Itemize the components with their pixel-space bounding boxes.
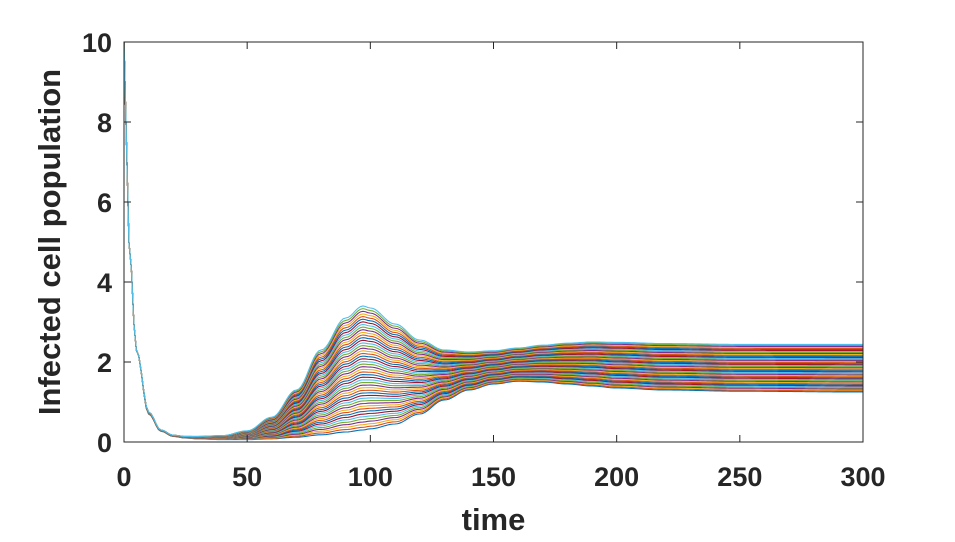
series-line (124, 42, 863, 437)
y-axis-title: Infected cell population (32, 69, 67, 415)
y-tick-label: 8 (97, 108, 112, 138)
y-tick-label: 0 (97, 428, 112, 458)
x-tick-labels: 0 50 100 150 200 250 300 (116, 462, 885, 492)
x-tick-label: 150 (471, 462, 516, 492)
x-tick-label: 300 (840, 462, 885, 492)
x-tick-label: 50 (232, 462, 262, 492)
x-tick-label: 250 (717, 462, 762, 492)
y-tick-label: 2 (97, 348, 112, 378)
y-tick-label: 4 (97, 268, 112, 298)
axis-ticks (123, 41, 864, 443)
y-tick-label: 6 (97, 188, 112, 218)
x-tick-label: 200 (594, 462, 639, 492)
y-tick-labels: 0 2 4 6 8 10 (82, 28, 112, 458)
x-axis-title: time (462, 502, 526, 537)
x-tick-label: 0 (116, 462, 131, 492)
y-tick-label: 10 (82, 28, 112, 58)
x-tick-label: 100 (348, 462, 393, 492)
